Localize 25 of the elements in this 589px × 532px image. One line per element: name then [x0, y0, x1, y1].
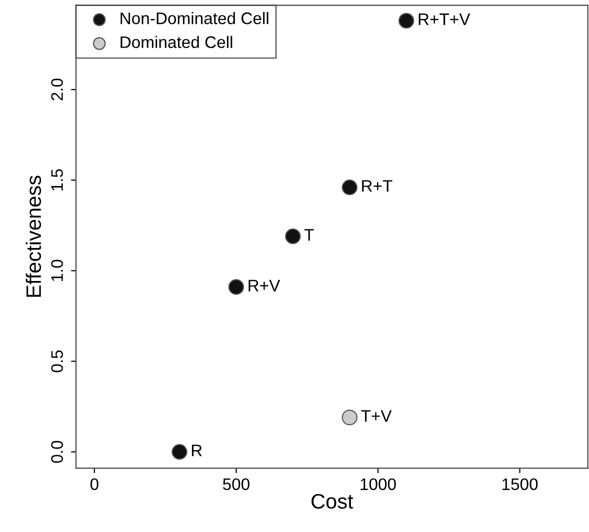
x-tick-label: 0 [90, 478, 98, 490]
point [172, 444, 188, 460]
x-tick-label: 1500 [502, 478, 538, 490]
x-tick-label: 500 [222, 478, 250, 490]
y-tick-label: 0.0 [51, 440, 63, 463]
y-tick-label: 0.5 [51, 350, 63, 372]
annotation: R+V [248, 280, 280, 292]
annotation: T+V [361, 410, 392, 422]
y-tick-label: 1.0 [51, 260, 63, 282]
annotation: T [304, 229, 314, 241]
point [342, 180, 358, 196]
legend-label: Dominated Cell [120, 36, 232, 48]
y-axis-title: Effectiveness [26, 176, 42, 297]
y-tick-label: 2.0 [51, 78, 63, 100]
legend-label: Non-Dominated Cell [120, 12, 268, 24]
annotation: R [192, 444, 202, 456]
y-tick-label: 1.5 [51, 169, 63, 190]
point [228, 279, 244, 295]
point [285, 228, 301, 244]
x-axis-title: Cost [312, 494, 354, 509]
annotation: R+T+V [418, 14, 470, 26]
annotation: R+T [362, 180, 392, 192]
point [398, 12, 414, 29]
x-tick-label: 1000 [360, 478, 396, 490]
point [342, 410, 358, 426]
